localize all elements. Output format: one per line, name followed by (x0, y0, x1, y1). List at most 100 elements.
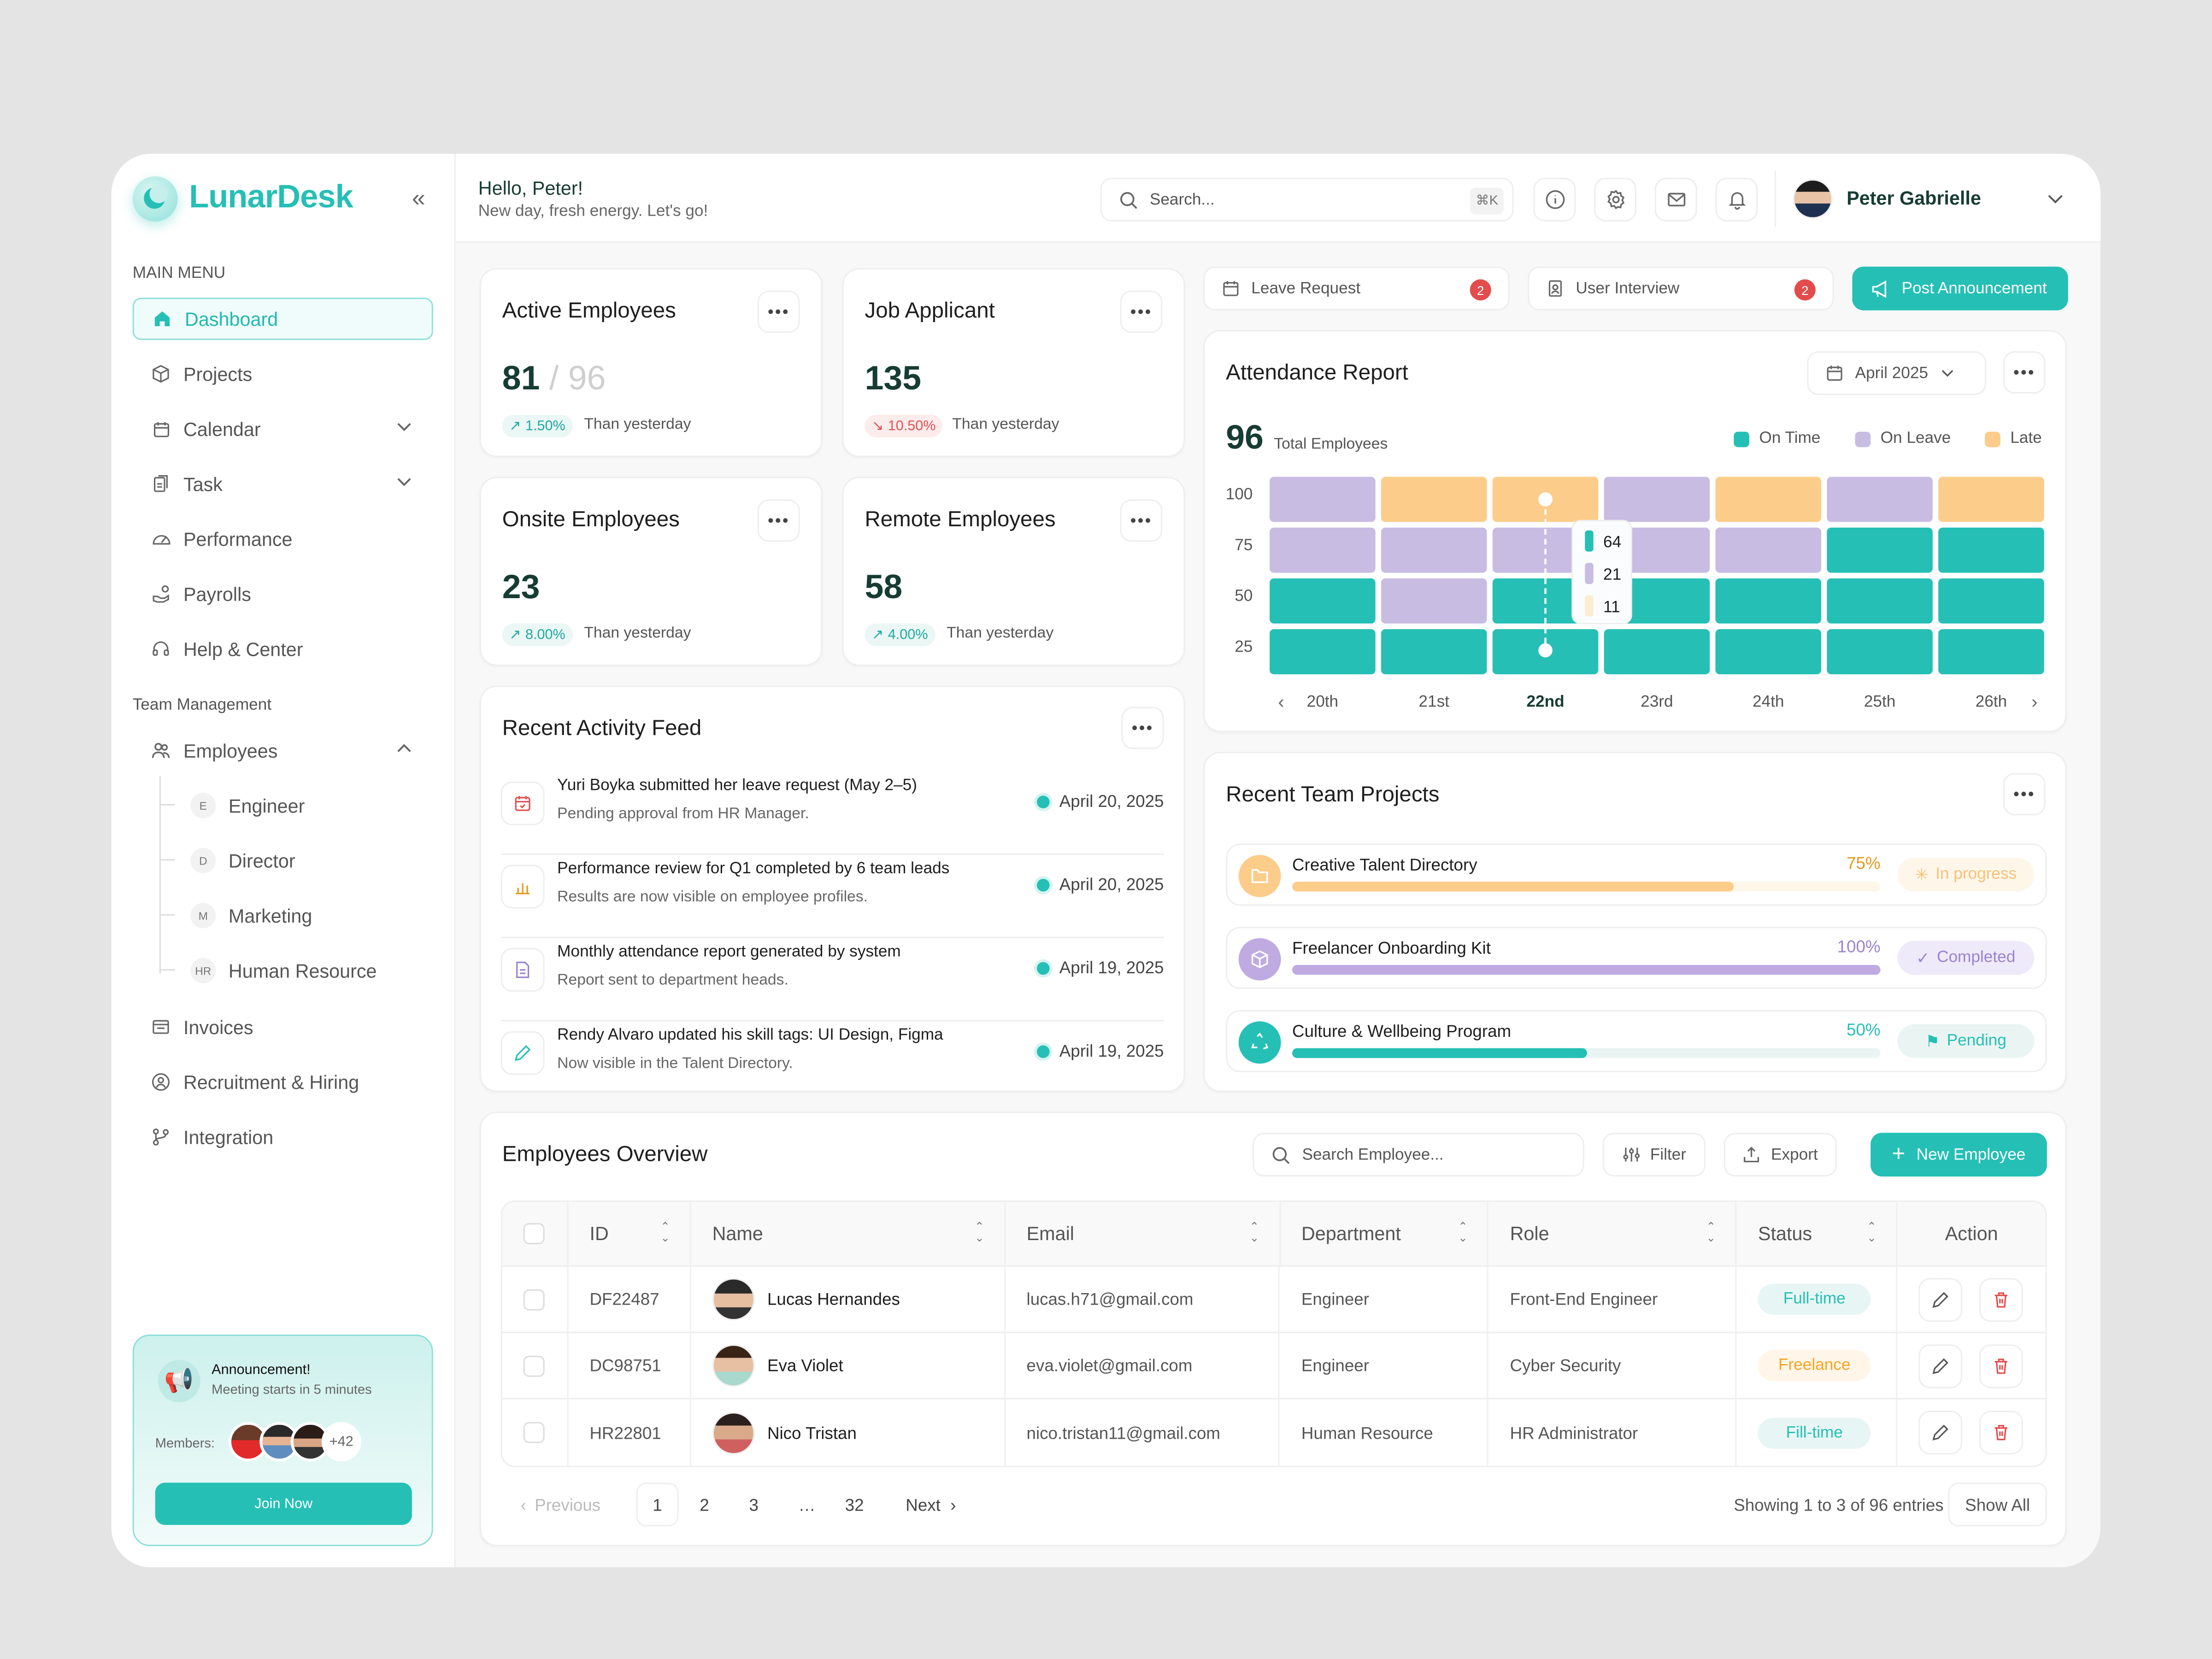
post-announcement-button[interactable]: Post Announcement (1852, 266, 2068, 311)
page-button[interactable]: 32 (845, 1483, 864, 1526)
attendance-cell[interactable] (1827, 527, 1933, 573)
notifications-button[interactable] (1715, 177, 1758, 222)
activity-item[interactable]: Monthly attendance report generated by s… (500, 940, 1164, 1022)
project-item[interactable]: Culture & Wellbeing Program 50% ⚑ Pending (1226, 1010, 2047, 1072)
pagination-ellipsis[interactable]: … (799, 1483, 816, 1526)
row-checkbox[interactable] (523, 1288, 545, 1310)
attendance-cell[interactable] (1381, 477, 1487, 522)
settings-button[interactable] (1594, 177, 1636, 222)
sidebar-item-recruitment-hiring[interactable]: Recruitment & Hiring (133, 1061, 433, 1103)
user-menu-chevron-icon[interactable] (2046, 189, 2065, 216)
sidebar-subitem-marketing[interactable]: M Marketing (190, 901, 312, 930)
join-now-button[interactable]: Join Now (155, 1483, 412, 1525)
collapse-sidebar-icon[interactable]: « (412, 185, 425, 212)
sidebar-item-performance[interactable]: Performance (133, 518, 433, 560)
attendance-cell[interactable] (1715, 629, 1822, 675)
chart-prev-arrow[interactable]: ‹ (1278, 692, 1284, 712)
sidebar-item-integration[interactable]: Integration (133, 1116, 433, 1158)
delete-button[interactable] (1979, 1343, 2023, 1388)
info-button[interactable] (1533, 177, 1576, 222)
user-interview-button[interactable]: User Interview 2 (1528, 266, 1834, 311)
edit-button[interactable] (1918, 1343, 1963, 1388)
x-tick-label[interactable]: 20th (1307, 693, 1339, 711)
next-page-button[interactable]: Next › (906, 1483, 956, 1526)
sidebar-item-projects[interactable]: Projects (133, 353, 433, 395)
sidebar-item-payrolls[interactable]: Payrolls (133, 573, 433, 615)
activity-item[interactable]: Yuri Boyka submitted her leave request (… (500, 773, 1164, 855)
project-item[interactable]: Freelancer Onboarding Kit 100% ✓ Complete… (1226, 927, 2047, 989)
column-header-status[interactable]: Status ⌃ ⌄ (1737, 1202, 1898, 1265)
attendance-cell[interactable] (1715, 477, 1822, 522)
x-tick-label[interactable]: 22nd (1526, 693, 1564, 711)
stat-more-button[interactable]: ••• (1120, 290, 1163, 333)
attendance-cell[interactable] (1715, 527, 1822, 573)
chart-next-arrow[interactable]: › (2031, 692, 2037, 712)
sidebar-subitem-human-resource[interactable]: HR Human Resource (190, 956, 377, 984)
edit-button[interactable] (1918, 1411, 1963, 1455)
column-header-email[interactable]: Email ⌃ ⌄ (1006, 1202, 1281, 1265)
stat-more-button[interactable]: ••• (757, 499, 800, 542)
attendance-cell[interactable] (1827, 477, 1933, 522)
delete-button[interactable] (1979, 1277, 2023, 1321)
activity-more-button[interactable]: ••• (1121, 706, 1164, 749)
sort-icon[interactable]: ⌃ ⌄ (975, 1220, 984, 1244)
attendance-cell[interactable] (1604, 629, 1710, 675)
attendance-more-button[interactable]: ••• (2003, 351, 2046, 394)
sidebar-subitem-engineer[interactable]: E Engineer (190, 791, 305, 819)
column-header-name[interactable]: Name ⌃ ⌄ (691, 1202, 1006, 1265)
show-all-button[interactable]: Show All (1948, 1483, 2047, 1527)
sidebar-subitem-director[interactable]: D Director (190, 847, 295, 875)
page-button[interactable]: 3 (749, 1483, 758, 1526)
stat-more-button[interactable]: ••• (757, 290, 800, 333)
attendance-cell[interactable] (1938, 527, 2044, 573)
sidebar-item-invoices[interactable]: Invoices (133, 1006, 433, 1048)
row-checkbox[interactable] (523, 1422, 545, 1443)
attendance-cell[interactable] (1715, 578, 1822, 624)
sidebar-item-employees[interactable]: Employees (133, 729, 433, 772)
attendance-cell[interactable] (1604, 477, 1710, 522)
x-tick-label[interactable]: 21st (1418, 693, 1449, 711)
user-avatar[interactable] (1793, 179, 1833, 219)
sort-icon[interactable]: ⌃ ⌄ (1706, 1220, 1716, 1244)
filter-button[interactable]: Filter (1602, 1133, 1706, 1177)
employee-search-input[interactable]: Search Employee... (1253, 1133, 1584, 1177)
attendance-cell[interactable] (1270, 578, 1376, 624)
attendance-cell[interactable] (1827, 578, 1933, 624)
previous-page-button[interactable]: ‹ Previous (521, 1483, 601, 1526)
attendance-cell[interactable] (1938, 578, 2044, 624)
attendance-cell[interactable] (1938, 629, 2044, 675)
attendance-cell[interactable] (1938, 477, 2044, 522)
sidebar-item-help-center[interactable]: Help & Center (133, 628, 433, 670)
column-header-role[interactable]: Role ⌃ ⌄ (1489, 1202, 1737, 1265)
x-tick-label[interactable]: 26th (1976, 693, 2007, 711)
column-header-id[interactable]: ID ⌃ ⌄ (569, 1202, 691, 1265)
attendance-cell[interactable] (1827, 629, 1933, 675)
leave-request-button[interactable]: Leave Request 2 (1203, 266, 1510, 311)
new-employee-button[interactable]: + New Employee (1871, 1133, 2047, 1177)
page-button[interactable]: 1 (636, 1483, 679, 1527)
attendance-cell[interactable] (1270, 477, 1376, 522)
delete-button[interactable] (1979, 1411, 2023, 1455)
sidebar-item-dashboard[interactable]: Dashboard (132, 297, 433, 340)
attendance-cell[interactable] (1381, 629, 1487, 675)
sort-icon[interactable]: ⌃ ⌄ (1867, 1220, 1877, 1244)
column-header-department[interactable]: Department ⌃ ⌄ (1280, 1202, 1489, 1265)
row-checkbox[interactable] (523, 1355, 545, 1377)
page-button[interactable]: 2 (700, 1483, 709, 1526)
x-tick-label[interactable]: 23rd (1641, 693, 1673, 711)
period-select[interactable]: April 2025 (1807, 351, 1987, 395)
activity-item[interactable]: Rendy Alvaro updated his skill tags: UI … (500, 1023, 1164, 1105)
sidebar-item-task[interactable]: Task (133, 463, 433, 505)
x-tick-label[interactable]: 24th (1753, 693, 1784, 711)
sidebar-item-calendar[interactable]: Calendar (133, 408, 433, 450)
x-tick-label[interactable]: 25th (1864, 693, 1896, 711)
mail-button[interactable] (1654, 177, 1697, 222)
search-input[interactable]: Search... ⌘K (1100, 177, 1514, 222)
attendance-cell[interactable] (1381, 527, 1487, 573)
sort-icon[interactable]: ⌃ ⌄ (1458, 1220, 1468, 1244)
attendance-cell[interactable] (1270, 629, 1376, 675)
sort-icon[interactable]: ⌃ ⌄ (1249, 1220, 1259, 1244)
project-item[interactable]: Creative Talent Directory 75% ✳ In progre… (1226, 843, 2047, 906)
select-all-checkbox[interactable] (523, 1223, 545, 1244)
attendance-cell[interactable] (1270, 527, 1376, 573)
